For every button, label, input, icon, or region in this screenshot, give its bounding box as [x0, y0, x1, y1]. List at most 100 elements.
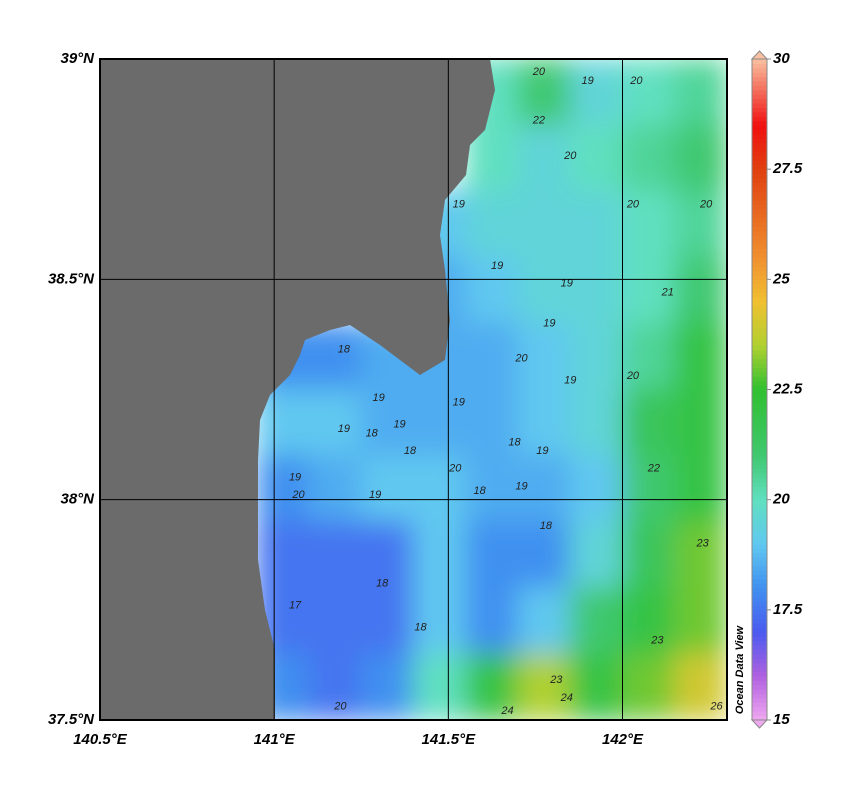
colorbar-swatch — [752, 67, 767, 73]
colorbar-swatch — [752, 512, 767, 518]
x-tick-label: 141°E — [254, 731, 296, 748]
cell — [569, 653, 623, 720]
colorbar-swatch — [752, 274, 767, 280]
colorbar-swatch — [752, 521, 767, 527]
cell — [569, 455, 623, 523]
colorbar-swatch — [752, 296, 767, 302]
cell — [674, 124, 727, 192]
colorbar-swatch — [752, 407, 767, 413]
cell — [517, 256, 571, 324]
colorbar-swatch — [752, 222, 767, 227]
field — [256, 59, 727, 720]
colorbar-swatch — [752, 618, 767, 624]
colorbar-swatch — [752, 191, 767, 197]
land — [100, 59, 495, 720]
contour-label: 18 — [338, 344, 351, 356]
colorbar-swatch — [752, 623, 767, 628]
colorbar-swatch — [752, 217, 767, 223]
colorbar-swatch — [752, 556, 767, 562]
cell — [308, 587, 362, 655]
colorbar-swatch — [752, 226, 767, 232]
colorbar-swatch — [752, 437, 767, 443]
cell — [569, 256, 623, 324]
cell — [465, 322, 519, 390]
contour-label: 19 — [369, 489, 381, 501]
cell — [674, 256, 727, 324]
colorbar-swatch — [752, 662, 767, 668]
contour-label: 21 — [661, 286, 674, 298]
contour-label: 18 — [508, 436, 521, 448]
x-tick-label: 142°E — [602, 731, 644, 748]
colorbar-swatch — [752, 200, 767, 205]
colorbar-swatch — [752, 248, 767, 254]
cell — [622, 190, 676, 258]
colorbar-tick-label: 17.5 — [773, 601, 803, 618]
cell — [465, 190, 519, 258]
colorbar-swatch — [752, 658, 767, 664]
colorbar-swatch — [752, 605, 767, 611]
cell — [622, 322, 676, 390]
colorbar-swatch — [752, 204, 767, 210]
colorbar-swatch — [752, 627, 767, 633]
colorbar-swatch — [752, 380, 767, 386]
contour-label: 20 — [448, 463, 462, 475]
contour-label: 19 — [561, 278, 573, 290]
colorbar-swatch — [752, 239, 767, 245]
colorbar-swatch — [752, 323, 767, 329]
cell — [517, 455, 571, 523]
y-tick-label: 37.5°N — [48, 711, 95, 728]
colorbar-swatch — [752, 244, 767, 249]
colorbar-swatch — [752, 565, 767, 571]
colorbar-swatch — [752, 85, 767, 91]
colorbar-swatch — [752, 539, 767, 545]
cell — [465, 587, 519, 655]
colorbar-swatch — [752, 173, 767, 179]
colorbar-swatch — [752, 530, 767, 536]
contour-label: 24 — [560, 692, 573, 704]
contour-label: 18 — [540, 520, 553, 532]
colorbar-swatch — [752, 107, 767, 113]
cell — [517, 521, 571, 589]
colorbar-swatch — [752, 499, 767, 505]
colorbar-swatch — [752, 415, 767, 421]
contour-label: 26 — [709, 701, 723, 713]
colorbar-swatch — [752, 230, 767, 236]
contour-label: 23 — [549, 674, 563, 686]
colorbar-swatch — [752, 76, 767, 82]
colorbar-swatch — [752, 332, 767, 338]
colorbar-swatch — [752, 433, 767, 439]
colorbar-swatch — [752, 116, 767, 122]
colorbar-swatch — [752, 393, 767, 399]
colorbar-swatch — [752, 160, 767, 166]
cell — [360, 521, 414, 589]
contour-label: 18 — [376, 577, 389, 589]
cell — [517, 653, 571, 720]
cell — [674, 653, 727, 720]
colorbar-swatch — [752, 446, 767, 452]
cell — [569, 59, 623, 126]
colorbar-swatch — [752, 574, 767, 580]
colorbar-swatch — [752, 398, 767, 404]
colorbar-swatch — [752, 336, 767, 342]
colorbar-tick-label: 20 — [772, 491, 790, 508]
colorbar-swatch — [752, 288, 767, 294]
colorbar-swatch — [752, 89, 767, 95]
x-tick-label: 141.5°E — [422, 731, 477, 748]
colorbar-swatch — [752, 645, 767, 650]
colorbar-swatch — [752, 680, 767, 686]
contour-label: 20 — [291, 489, 305, 501]
cells — [256, 59, 727, 720]
cell — [622, 653, 676, 720]
cell — [413, 521, 467, 589]
contour-label: 20 — [629, 75, 643, 87]
colorbar-swatch — [752, 429, 767, 435]
colorbar-swatch — [752, 442, 767, 448]
contour-label: 18 — [366, 427, 379, 439]
colorbar-swatch — [752, 640, 767, 646]
colorbar-swatch — [752, 693, 767, 699]
cell — [674, 59, 727, 126]
colorbar-swatch — [752, 464, 767, 470]
colorbar-swatch — [752, 455, 767, 461]
colorbar-tick-label: 30 — [773, 50, 790, 67]
